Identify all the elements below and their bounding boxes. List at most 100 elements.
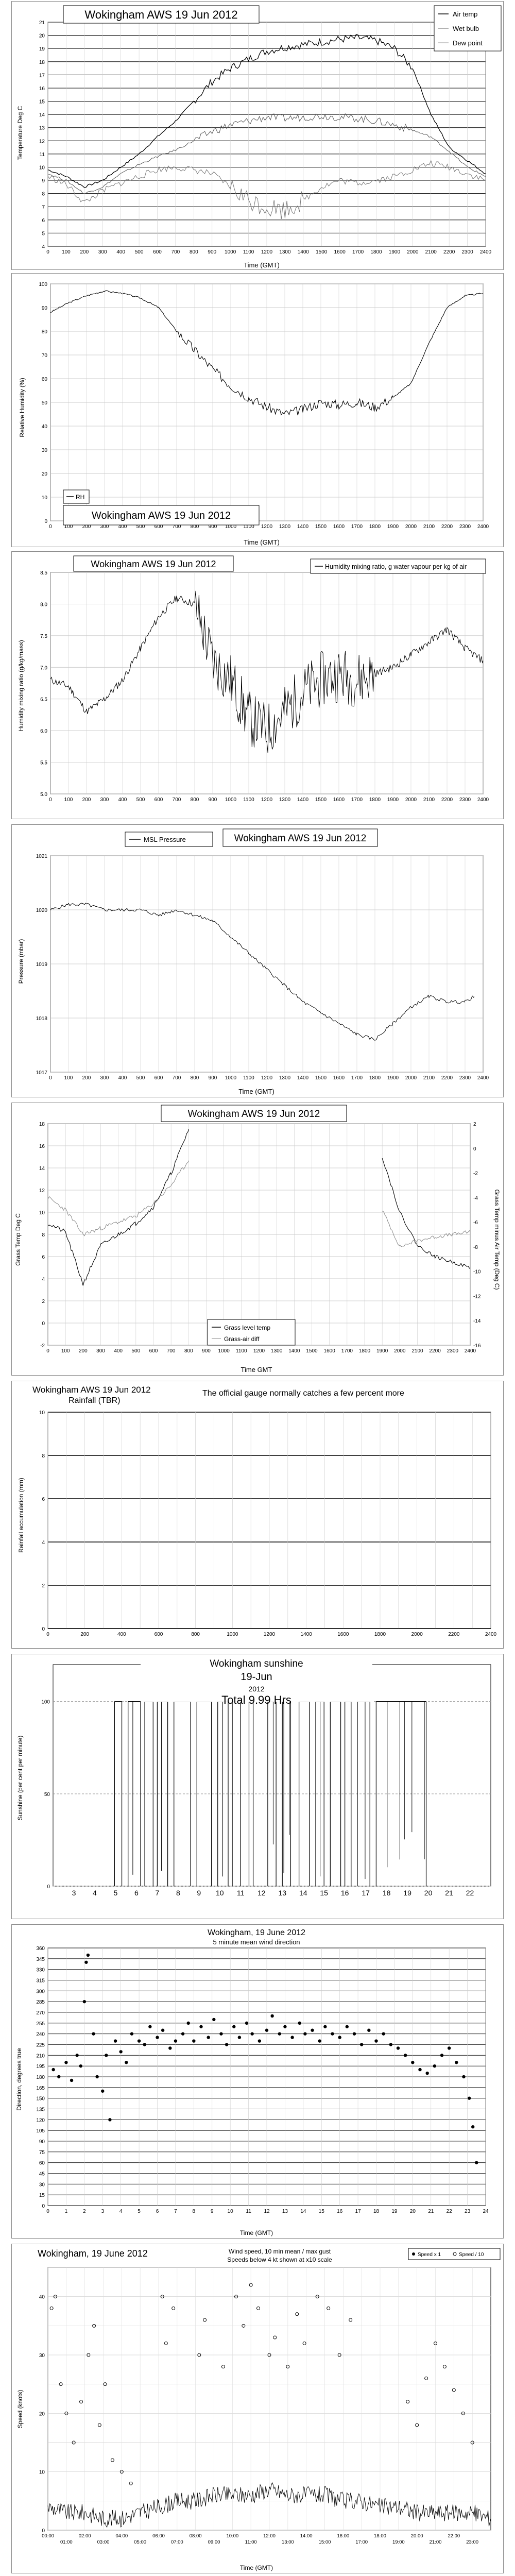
x-tick-label: 10 [228, 2209, 234, 2214]
x-tick-label: 19:00 [392, 2539, 405, 2545]
direction-point [232, 2025, 236, 2028]
x-tick-label: 1900 [389, 249, 401, 255]
y2-tick-label: -6 [473, 1220, 478, 1226]
x-tick-label: 1000 [225, 249, 236, 255]
x-tick-label: 04:00 [115, 2533, 128, 2539]
y-tick-label: 11 [40, 152, 45, 158]
x-tick-label: 03:00 [97, 2539, 110, 2545]
x-tick-label: 2000 [394, 1348, 406, 1354]
direction-point [168, 2046, 172, 2050]
speed-over-10-point [87, 2353, 91, 2357]
pressure-chart-panel: 1017 1018 1019 1020 1021 0 100 200 300 400 500 600 7… [11, 824, 504, 1097]
x-tick-label: 1800 [369, 797, 381, 803]
x-tick-label: 05:00 [134, 2539, 146, 2545]
direction-point [245, 2021, 249, 2025]
speed-over-10-point [256, 2306, 260, 2310]
y-tick-label: 12 [39, 1188, 45, 1194]
x-tick-label: 2000 [405, 1075, 417, 1081]
speed-over-10-point [59, 2382, 63, 2386]
y-tick-label: 6 [42, 1255, 45, 1260]
x-tick-label: 2100 [423, 524, 435, 530]
y-tick-label: 90 [42, 306, 48, 311]
x-tick-label: 2200 [441, 797, 453, 803]
x-tick-label: 1100 [243, 797, 254, 803]
x-tick-label: 100 [61, 1348, 70, 1354]
grass-temp-chart-panel: -2 0 2 4 6 8 10 12 14 16 18 0 100 200 300 400 500 600 700 8… [11, 1103, 504, 1376]
direction-point [447, 2046, 451, 2050]
x-tick-label: 100 [64, 797, 73, 803]
x-tick-label: 1400 [297, 797, 309, 803]
speed-over-10-point [171, 2306, 176, 2310]
y-tick-label: 180 [36, 2075, 45, 2080]
x-tick-label: 5 [114, 1889, 118, 1897]
direction-point [367, 2028, 371, 2032]
rainfall-subtitle: Rainfall (TBR) [68, 1396, 120, 1405]
speed-over-10-point [64, 2411, 68, 2415]
x-tick-label: 300 [100, 797, 109, 803]
direction-point [237, 2036, 242, 2039]
direction-point [403, 2054, 407, 2057]
x-tick-label: 1800 [359, 1348, 371, 1354]
wind-speed-chart: 0 10 20 30 40 00:00 01:00 02:00 03:00 04:00 05:00 0… [16, 2248, 501, 2571]
y-tick-label: 0 [47, 1884, 50, 1890]
x-tick-label: 21 [428, 2209, 434, 2214]
x-tick-label: 06:00 [152, 2533, 165, 2539]
wind-direction-subtitle: 5 minute mean wind direction [213, 1938, 300, 1946]
x-tick-label: 8 [193, 2209, 196, 2214]
x-tick-label: 10:00 [226, 2533, 238, 2539]
x-tick-label: 1300 [279, 524, 291, 530]
x-tick-label: 500 [135, 249, 144, 255]
y2-tick-label: -10 [473, 1269, 481, 1275]
y-tick-label: 6.0 [40, 728, 47, 734]
y-tick-label: 17 [39, 73, 45, 78]
y-tick-label: 10 [39, 1210, 45, 1216]
direction-point [75, 2054, 79, 2057]
x-tick-label: 300 [98, 249, 107, 255]
y2-tick-label: -2 [473, 1171, 478, 1177]
x-tick-label: 2300 [447, 1348, 459, 1354]
y-tick-label: 50 [44, 1792, 50, 1798]
direction-point [130, 2032, 134, 2036]
temperature-chart-title: Wokingham AWS 19 Jun 2012 [84, 8, 237, 21]
wind-direction-chart: 0153045607590105120135150165180195210225… [15, 1928, 489, 2236]
speed-over-10-point [97, 2423, 101, 2427]
y-tick-label: 14 [39, 112, 45, 118]
y-tick-label: 100 [39, 282, 47, 287]
y-tick-label: 9 [42, 178, 45, 184]
wind-speed-chart-panel: 0 10 20 30 40 00:00 01:00 02:00 03:00 04:00 05:00 0… [11, 2244, 504, 2573]
x-tick-label: 1600 [333, 797, 345, 803]
speed-over-10-point [434, 2341, 437, 2345]
y-tick-label: 10 [39, 1410, 45, 1416]
y-tick-label: 1019 [36, 962, 48, 968]
x-tick-label: 21:00 [430, 2539, 442, 2545]
x-tick-label: 2300 [459, 1075, 471, 1081]
x-tick-label: 2200 [443, 249, 455, 255]
x-tick-label: 18 [373, 2209, 380, 2214]
y-tick-label: 60 [39, 2161, 45, 2166]
speed-over-10-point [72, 2441, 76, 2445]
y-tick-label: 270 [36, 2010, 45, 2016]
x-tick-label: 400 [116, 249, 125, 255]
x-tick-label: 700 [167, 1348, 176, 1354]
x-tick-label: 0 [49, 524, 52, 530]
direction-point [192, 2039, 196, 2043]
y-tick-label: 8 [42, 1453, 45, 1459]
x-tick-label: 300 [100, 1075, 109, 1081]
direction-point [148, 2025, 152, 2028]
x-tick-label: 200 [82, 1075, 91, 1081]
speed-over-10-point [461, 2411, 465, 2415]
temperature-legend-air: Air temp [453, 10, 477, 18]
y-tick-label: 240 [36, 2032, 45, 2038]
x-tick-label: 1500 [306, 1348, 318, 1354]
x-tick-label: 1000 [225, 524, 237, 530]
y-tick-label: 16 [39, 86, 45, 92]
x-tick-label: 1800 [370, 249, 382, 255]
speed-over-10-point [103, 2382, 107, 2386]
temperature-ylabel: Temperature Deg C [16, 106, 24, 160]
direction-point [125, 2061, 128, 2064]
y-tick-label: 7.5 [40, 634, 47, 639]
sunshine-total: Total 9.99 Hrs [221, 1693, 291, 1706]
series-line-grass-air-diff-evening [382, 1211, 470, 1247]
x-tick-label: 200 [80, 249, 89, 255]
direction-point [207, 2036, 210, 2039]
